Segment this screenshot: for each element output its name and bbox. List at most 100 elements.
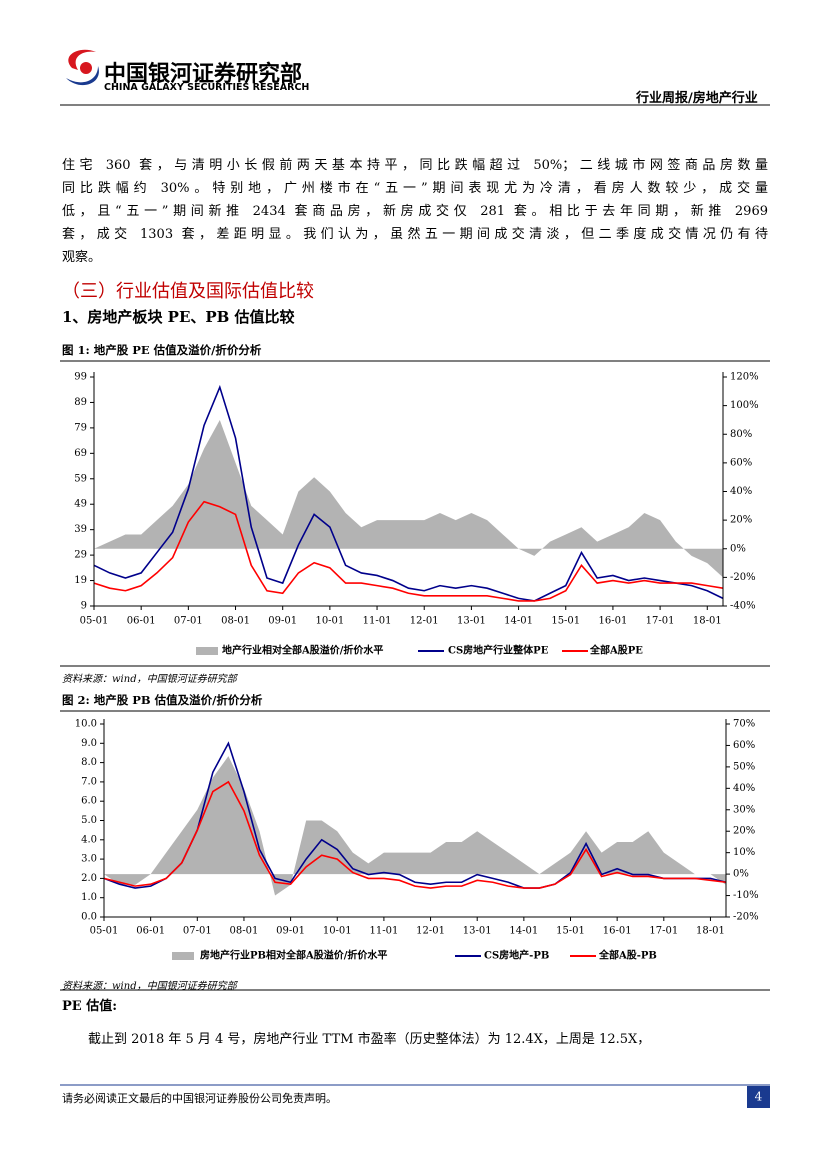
x-tick-label: 17-01 xyxy=(649,926,678,937)
x-tick-label: 08-01 xyxy=(221,616,250,627)
x-tick-label: 12-01 xyxy=(410,616,439,627)
company-en: CHINA GALAXY SECURITIES RESEARCH xyxy=(104,82,310,93)
paragraph-line: 观察。 xyxy=(62,250,102,265)
series-line xyxy=(103,780,727,889)
y2-tick-label: 20% xyxy=(733,826,755,837)
y2-tick-label: -20% xyxy=(733,912,759,923)
y2-tick-label: 20% xyxy=(730,515,752,526)
figure-title: 图 2: 地产股 PB 估值及溢价/折价分析 xyxy=(62,693,263,707)
y2-tick-label: -40% xyxy=(730,601,756,612)
y-tick-label: 0.0 xyxy=(81,912,97,923)
y-tick-label: 19 xyxy=(74,575,87,586)
figure-source: 资料来源：wind，中国银河证券研究部 xyxy=(62,981,237,992)
y-tick-label: 7.0 xyxy=(81,776,97,787)
y-tick-label: 6.0 xyxy=(81,796,97,807)
y-tick-label: 10.0 xyxy=(75,719,97,730)
x-tick-label: 05-01 xyxy=(90,926,119,937)
y2-tick-label: 0% xyxy=(733,869,749,880)
y-tick-label: 99 xyxy=(74,372,87,383)
y2-tick-label: 40% xyxy=(730,486,752,497)
y2-tick-label: 10% xyxy=(733,847,755,858)
subheading: 1、房地产板块 PE、PB 估值比较 xyxy=(62,308,295,326)
y2-tick-label: 50% xyxy=(733,761,755,772)
x-tick-label: 07-01 xyxy=(174,616,203,627)
legend-label: 房地产行业PB相对全部A股溢价/折价水平 xyxy=(200,949,387,962)
y-tick-label: 29 xyxy=(74,550,87,561)
section-heading: （三）行业估值及国际估值比较 xyxy=(62,281,314,302)
y2-tick-label: 70% xyxy=(733,719,755,730)
legend-label: CS房地产-PB xyxy=(484,949,549,962)
legend-swatch xyxy=(196,647,218,655)
y-tick-label: 69 xyxy=(74,448,87,459)
legend-swatch xyxy=(172,952,194,960)
x-tick-label: 10-01 xyxy=(315,616,344,627)
y-tick-label: 8.0 xyxy=(81,757,97,768)
y2-tick-label: 100% xyxy=(730,400,759,411)
series-line xyxy=(93,500,724,602)
y-tick-label: 9.0 xyxy=(81,738,97,749)
y2-tick-label: 30% xyxy=(733,804,755,815)
y-tick-label: 5.0 xyxy=(81,815,97,826)
y-tick-label: 3.0 xyxy=(81,854,97,865)
x-tick-label: 06-01 xyxy=(127,616,156,627)
y-tick-label: 89 xyxy=(74,397,87,408)
y2-tick-label: 40% xyxy=(733,783,755,794)
x-tick-label: 11-01 xyxy=(363,616,392,627)
y-tick-label: 59 xyxy=(74,473,87,484)
report-type: 行业周报/房地产行业 xyxy=(636,91,758,106)
page-number: 4 xyxy=(755,1090,763,1104)
pe-text: 截止到 2018 年 5 月 4 号，房地产行业 TTM 市盈率（历史整体法）为… xyxy=(88,1032,651,1047)
y2-tick-label: -10% xyxy=(733,890,759,901)
x-tick-label: 10-01 xyxy=(323,926,352,937)
x-tick-label: 12-01 xyxy=(416,926,445,937)
x-tick-label: 14-01 xyxy=(504,616,533,627)
premium-area xyxy=(104,756,726,896)
legend-label: 全部A股PE xyxy=(589,644,643,657)
y2-tick-label: 60% xyxy=(730,457,752,468)
y2-tick-label: 120% xyxy=(730,372,759,383)
paragraph-line: 同比跌幅约 30%。特别地，广州楼市在“五一”期间表现尤为冷清，看房人数较少，成… xyxy=(62,181,768,196)
x-tick-label: 07-01 xyxy=(183,926,212,937)
series-line xyxy=(103,741,727,889)
y-tick-label: 9 xyxy=(81,601,87,612)
x-tick-label: 16-01 xyxy=(599,616,628,627)
x-tick-label: 18-01 xyxy=(696,926,725,937)
premium-area xyxy=(94,419,723,578)
x-tick-label: 05-01 xyxy=(80,616,109,627)
series-line xyxy=(93,384,724,602)
x-tick-label: 13-01 xyxy=(463,926,492,937)
page-box xyxy=(747,1086,770,1108)
y2-tick-label: -20% xyxy=(730,572,756,583)
y2-tick-label: 0% xyxy=(730,543,746,554)
logo-blue xyxy=(66,66,99,86)
x-tick-label: 09-01 xyxy=(268,616,297,627)
y-tick-label: 2.0 xyxy=(81,873,97,884)
x-tick-label: 11-01 xyxy=(369,926,398,937)
y-tick-label: 39 xyxy=(74,524,87,535)
x-tick-label: 13-01 xyxy=(457,616,486,627)
logo-dot xyxy=(80,62,92,74)
figure-source: 资料来源：wind，中国银河证券研究部 xyxy=(62,674,237,685)
paragraph-line: 套，成交 1303 套，差距明显。我们认为，虽然五一期间成交清淡，但二季度成交情… xyxy=(62,227,768,242)
legend-label: CS房地产行业整体PE xyxy=(448,644,549,657)
logo-red xyxy=(68,49,96,70)
company-cn: 中国银河证券研究部 xyxy=(104,62,303,87)
y2-tick-label: 80% xyxy=(730,429,752,440)
x-tick-label: 08-01 xyxy=(230,926,259,937)
y-tick-label: 4.0 xyxy=(81,834,97,845)
y-tick-label: 1.0 xyxy=(81,892,97,903)
x-tick-label: 15-01 xyxy=(556,926,585,937)
x-tick-label: 14-01 xyxy=(509,926,538,937)
paragraph-line: 低，且“五一”期间新推 2434 套商品房，新房成交仅 281 套。相比于去年同… xyxy=(62,204,768,219)
x-tick-label: 17-01 xyxy=(646,616,675,627)
pe-heading: PE 估值: xyxy=(62,999,118,1014)
y-tick-label: 79 xyxy=(74,422,87,433)
disclaimer: 请务必阅读正文最后的中国银河证券股份公司免责声明。 xyxy=(62,1092,337,1105)
figure-title: 图 1: 地产股 PE 估值及溢价/折价分析 xyxy=(62,343,262,357)
x-tick-label: 06-01 xyxy=(136,926,165,937)
x-tick-label: 15-01 xyxy=(551,616,580,627)
y-tick-label: 49 xyxy=(74,499,87,510)
y2-tick-label: 60% xyxy=(733,740,755,751)
